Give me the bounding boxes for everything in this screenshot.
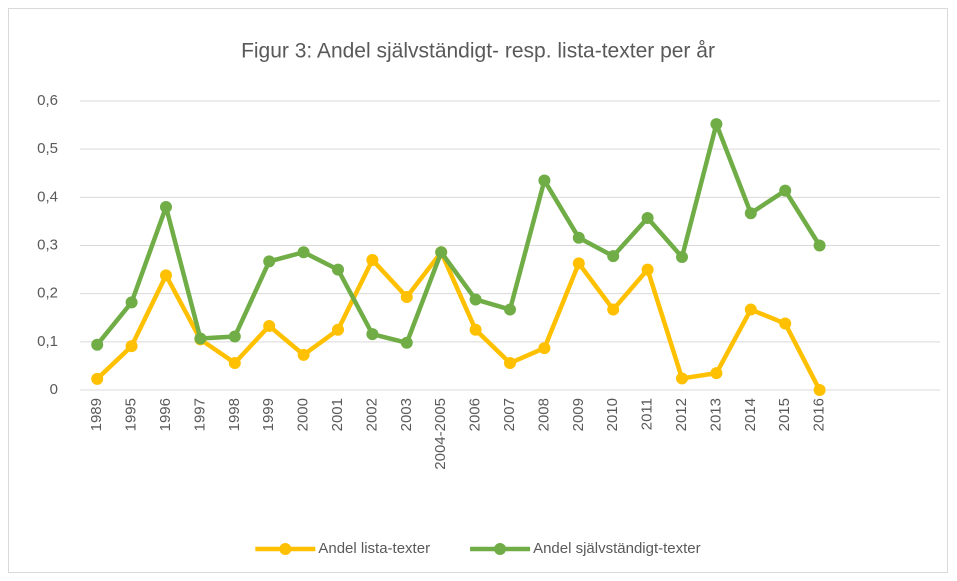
x-tick-label: 2011 — [639, 398, 656, 430]
x-tick-label: 2006 — [467, 398, 484, 431]
point — [538, 174, 551, 187]
x-tick-label: 2003 — [398, 398, 415, 431]
point — [263, 255, 276, 268]
x-tick-label: 2002 — [363, 398, 380, 431]
y-tick-label: 0,1 — [37, 333, 58, 350]
point — [538, 342, 551, 355]
x-tick-label: 2010 — [604, 398, 621, 431]
point — [91, 372, 104, 385]
legend-label: Andel lista-texter — [318, 540, 430, 557]
point — [607, 303, 620, 316]
point — [125, 340, 138, 353]
point — [400, 336, 413, 349]
x-tick-label: 2016 — [811, 398, 828, 431]
x-tick-label: 2014 — [742, 398, 759, 431]
series-line — [95, 121, 822, 347]
point — [572, 257, 585, 270]
y-tick-label: 0,6 — [37, 92, 58, 109]
point — [297, 246, 310, 259]
point — [332, 323, 344, 336]
point — [813, 239, 826, 252]
point — [194, 332, 207, 345]
x-tick-label: 1989 — [88, 398, 105, 431]
point — [263, 319, 276, 332]
point — [400, 291, 413, 304]
x-tick-label: 2013 — [707, 398, 724, 431]
y-tick-label: 0,5 — [37, 140, 58, 157]
legend-marker — [494, 543, 507, 555]
x-tick-label: 2007 — [501, 398, 518, 431]
chart-title: Figur 3: Andel självständigt- resp. list… — [241, 40, 715, 63]
x-tick-label: 2001 — [329, 398, 346, 431]
x-tick-label: 2009 — [570, 398, 587, 431]
series-line — [95, 249, 822, 392]
point — [228, 357, 241, 370]
y-tick-label: 0 — [50, 381, 58, 398]
point — [91, 338, 104, 351]
point — [160, 200, 172, 213]
legend-label: Andel självständigt-texter — [533, 540, 701, 557]
chart-frame — [8, 8, 948, 573]
x-tick-label: 1998 — [226, 398, 243, 431]
point — [160, 269, 172, 282]
point — [469, 323, 482, 336]
point — [504, 357, 516, 370]
point — [435, 246, 448, 259]
point — [710, 118, 723, 131]
y-tick-label: 0,2 — [37, 285, 58, 302]
point — [710, 367, 723, 380]
x-tick-label: 1996 — [157, 398, 174, 431]
point — [504, 303, 516, 316]
point — [779, 317, 792, 330]
point — [607, 250, 620, 263]
point — [744, 303, 757, 316]
x-tick-label: 1995 — [123, 398, 140, 431]
point — [469, 293, 482, 306]
y-tick-label: 0,3 — [37, 236, 58, 253]
point — [366, 328, 379, 341]
point — [572, 231, 585, 244]
point — [297, 348, 310, 361]
point — [813, 384, 826, 396]
point — [641, 212, 654, 225]
point — [779, 184, 792, 197]
x-tick-label: 2012 — [673, 398, 690, 431]
point — [366, 253, 379, 266]
point — [641, 263, 654, 276]
y-tick-label: 0,4 — [37, 188, 58, 205]
point — [228, 330, 241, 343]
x-tick-label: 1999 — [260, 398, 277, 431]
x-tick-label: 2008 — [535, 398, 552, 431]
point — [332, 263, 344, 276]
point — [676, 372, 688, 385]
legend-marker — [279, 543, 292, 555]
x-tick-label: 2004-2005 — [432, 398, 449, 470]
x-tick-label: 1997 — [191, 398, 208, 431]
point — [744, 207, 757, 220]
point — [676, 251, 688, 264]
x-tick-label: 2015 — [776, 398, 793, 431]
x-tick-label: 2000 — [295, 398, 312, 431]
point — [125, 296, 138, 309]
